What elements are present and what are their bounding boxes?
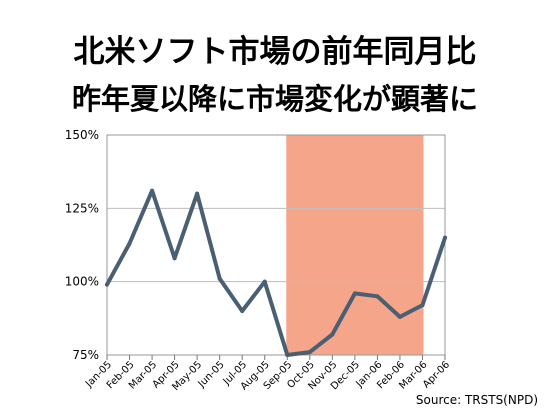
y-tick-label: 100% xyxy=(65,275,99,289)
data-point xyxy=(307,350,312,355)
data-point xyxy=(240,309,245,313)
data-point xyxy=(217,276,222,281)
data-point xyxy=(127,241,132,246)
data-point xyxy=(285,353,290,357)
data-point xyxy=(352,291,357,296)
data-point xyxy=(150,188,155,193)
y-tick-label: 150% xyxy=(65,128,99,142)
data-point xyxy=(375,294,380,299)
chart-title: 北米ソフト市場の前年同月比 xyxy=(73,34,477,70)
source-note: Source: TRSTS(NPD) xyxy=(415,393,538,407)
y-tick-label: 125% xyxy=(65,201,99,215)
data-point xyxy=(420,303,425,308)
data-point xyxy=(262,279,267,284)
data-point xyxy=(105,282,109,287)
data-point xyxy=(195,191,200,196)
series-line xyxy=(105,188,447,357)
data-point xyxy=(397,314,402,319)
data-point xyxy=(330,332,335,337)
highlight-band xyxy=(286,135,424,355)
data-point xyxy=(443,235,447,240)
plot-frame xyxy=(106,134,446,356)
data-point xyxy=(172,256,177,261)
y-tick-label: 75% xyxy=(72,348,99,362)
chart-subtitle: 昨年夏以降に市場変化が顕著に xyxy=(71,82,478,116)
